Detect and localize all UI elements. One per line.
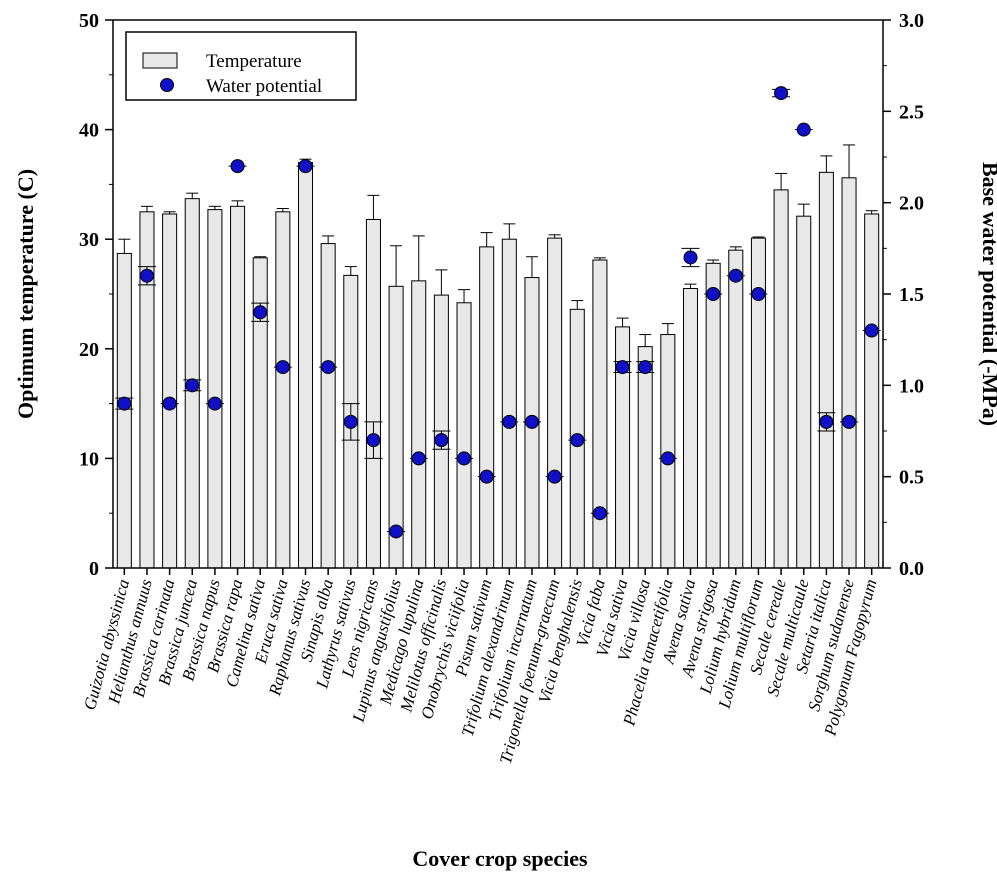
bar-temperature <box>139 211 155 569</box>
point-water-potential <box>638 360 653 375</box>
legend-label-temperature: Temperature <box>206 51 302 72</box>
legend-swatch-temperature <box>142 52 178 69</box>
bar-temperature <box>682 288 699 569</box>
point-water-potential <box>389 524 404 539</box>
legend-label-water-potential: Water potential <box>206 76 322 97</box>
bar-temperature <box>411 280 427 569</box>
bar-temperature <box>818 171 834 569</box>
point-water-potential <box>366 433 381 448</box>
point-water-potential <box>457 451 472 466</box>
point-water-potential <box>117 396 132 411</box>
bar-temperature <box>297 161 314 569</box>
bar-temperature <box>660 334 676 569</box>
y-tick-label: 10 <box>79 448 99 470</box>
x-axis-title: Cover crop species <box>412 846 588 871</box>
bar-temperature <box>637 346 653 569</box>
point-water-potential <box>774 86 789 101</box>
bar-temperature <box>841 177 857 569</box>
y2-axis-title: Base water potential (-MPa) <box>978 162 997 426</box>
y-tick-label: 20 <box>79 339 99 361</box>
y2-tick-label: 2.5 <box>899 101 924 123</box>
point-water-potential <box>207 396 222 411</box>
point-water-potential <box>253 305 268 320</box>
point-water-potential <box>751 287 766 301</box>
y2-tick-label: 1.0 <box>899 375 924 397</box>
point-water-potential <box>162 396 177 411</box>
bar-temperature <box>207 209 223 569</box>
bar-temperature <box>705 262 721 569</box>
bar-temperature <box>275 211 291 569</box>
bar-temperature <box>365 218 381 569</box>
y-axis-title: Optimum temperature (C) <box>13 169 38 419</box>
point-water-potential <box>434 433 449 448</box>
y-tick-label: 0 <box>89 558 99 580</box>
bar-temperature <box>796 215 812 569</box>
point-water-potential <box>139 268 154 283</box>
y2-tick-label: 0.0 <box>899 558 924 580</box>
point-water-potential <box>864 323 879 338</box>
y-tick-label: 30 <box>79 229 99 251</box>
bar-temperature <box>456 302 472 569</box>
bar-temperature <box>162 213 178 569</box>
bar-temperature <box>728 249 744 569</box>
point-water-potential <box>570 433 585 448</box>
legend: Temperature Water potential <box>125 31 357 101</box>
point-water-potential <box>547 469 562 484</box>
point-water-potential <box>615 360 630 375</box>
point-water-potential <box>230 159 245 174</box>
point-water-potential <box>728 268 743 283</box>
point-water-potential <box>842 414 857 429</box>
bar-temperature <box>592 259 608 569</box>
bar-temperature <box>773 189 789 569</box>
point-water-potential <box>411 451 426 466</box>
point-water-potential <box>819 414 834 429</box>
y2-tick-label: 1.5 <box>899 284 924 306</box>
point-water-potential <box>502 414 517 429</box>
point-water-potential <box>796 122 811 137</box>
point-water-potential <box>524 414 539 429</box>
point-water-potential <box>185 378 200 393</box>
y2-tick-label: 2.0 <box>899 193 924 215</box>
y-tick-label: 40 <box>79 120 99 142</box>
point-water-potential <box>683 250 698 265</box>
y-tick-label: 50 <box>79 10 99 32</box>
bar-temperature <box>547 237 563 569</box>
bar-temperature <box>116 252 132 569</box>
point-water-potential <box>706 287 721 301</box>
bar-temperature <box>230 205 246 569</box>
point-water-potential <box>479 469 494 484</box>
bar-temperature <box>864 213 880 569</box>
axes-layer <box>105 19 891 575</box>
point-water-potential <box>298 159 313 174</box>
points-layer <box>117 86 879 539</box>
y2-tick-label: 3.0 <box>899 10 924 32</box>
point-water-potential <box>660 451 675 466</box>
bars-layer <box>116 161 880 569</box>
point-water-potential <box>592 506 607 521</box>
bar-temperature <box>479 246 495 569</box>
point-water-potential <box>343 414 358 429</box>
y2-tick-label: 0.5 <box>899 467 924 489</box>
bar-temperature <box>501 238 517 569</box>
legend-marker-water-potential <box>160 78 174 92</box>
point-water-potential <box>275 360 290 375</box>
bar-temperature <box>320 243 336 569</box>
point-water-potential <box>321 360 336 375</box>
